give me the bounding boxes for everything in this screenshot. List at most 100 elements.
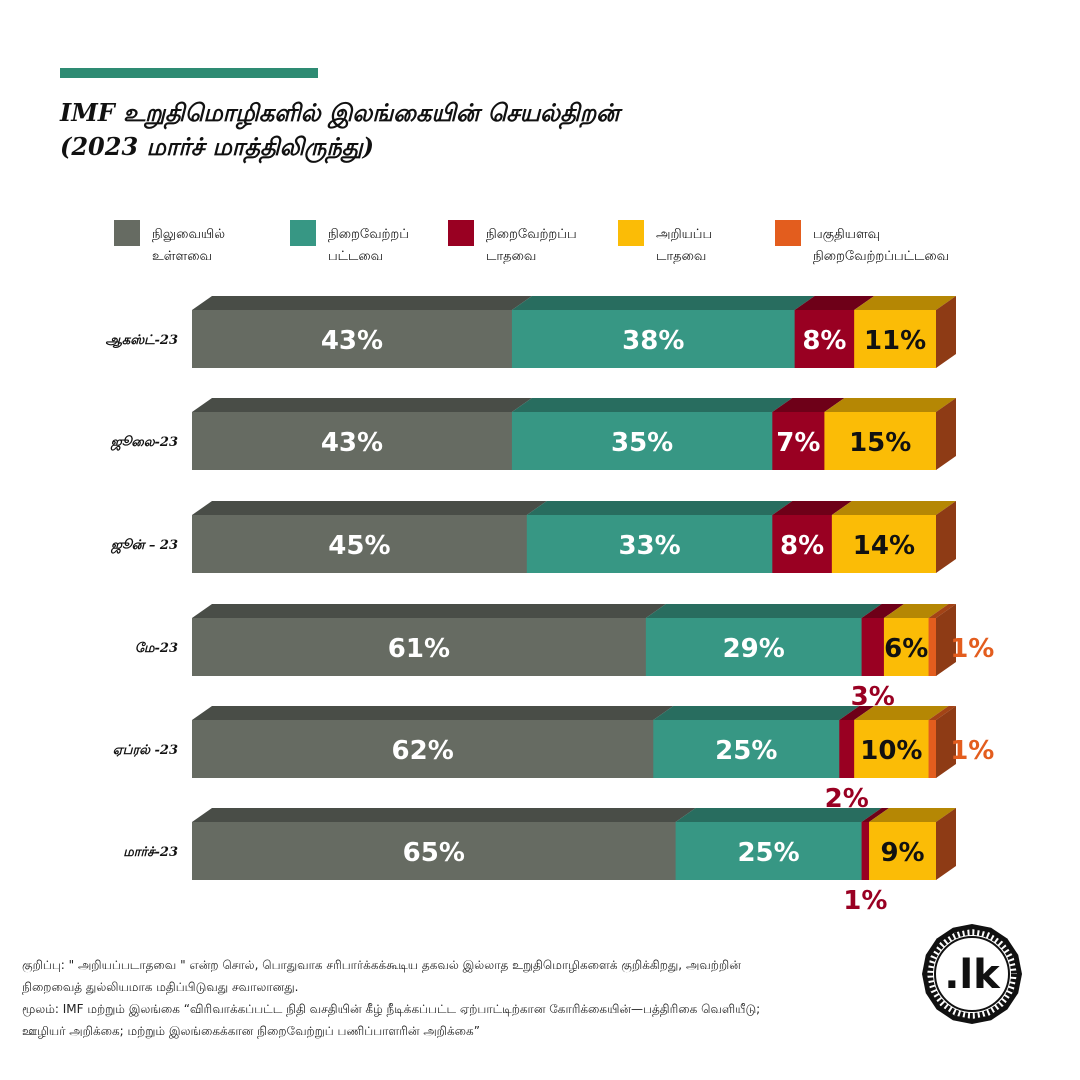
bar-side [936,296,956,368]
logo-text: .lk [944,952,1001,998]
legend-label-unfulfilled: நிறைவேற்றப்ப [486,227,577,242]
logo-pattern [927,929,1017,1019]
bar-row: மார்ச்-23 65% 25% 1% 9% [123,808,956,916]
bar-top-fulfilled [526,501,793,515]
bar-top-fulfilled [653,706,860,720]
value-label-fulfilled: 38% [622,326,684,356]
value-label-pending: 61% [388,634,450,664]
bar-top-pending [192,501,547,515]
legend-item-partial: பகுதியளவு நிறைவேற்றப்பட்டவை [775,220,949,264]
logo-inner [934,936,1010,1012]
value-label-unknown: 10% [860,736,922,766]
footer-source: மூலம்: IMF மற்றும் இலங்கை “விரிவாக்கப்பட… [22,1002,761,1038]
value-label-pending: 62% [392,736,454,766]
value-label-partial: 1% [950,736,994,766]
lk-logo: .lk [922,924,1022,1024]
bar-segment-pending [192,822,677,880]
bar-segment-partial [928,618,937,676]
bar-segment-pending [192,310,513,368]
bar-segment-unknown [869,822,937,880]
bar-top-unknown [854,706,949,720]
bar-segment-unknown [883,618,930,676]
category-label: மார்ச்-23 [123,845,178,860]
legend-label-unfulfilled: டாதவை [486,249,536,264]
bar-top-fulfilled [645,604,882,618]
bar-segment-unknown [854,720,930,778]
legend-swatch-partial [775,220,801,246]
value-label-partial: 1% [950,634,994,664]
bar-top-pending [192,604,666,618]
value-label-unknown: 6% [884,634,928,664]
bar-top-pending [192,706,674,720]
category-label: ஜூன் – 23 [110,538,178,554]
legend-label-pending: நிலுவையில் [152,227,225,242]
footer-note: குறிப்பு: " அறியப்படாதவை " என்ற சொல், பொ… [22,958,741,994]
legend-swatch-unknown [618,220,644,246]
bar-side [936,398,956,470]
value-label-unfulfilled: 7% [776,428,820,458]
value-label-unfulfilled: 8% [780,531,824,561]
legend-label-unknown: டாதவை [656,249,706,264]
bar-top-unknown [883,604,949,618]
category-label: ஆகஸ்ட்-23 [105,333,178,349]
legend-swatch-unfulfilled [448,220,474,246]
legend-label-fulfilled: பட்டவை [328,249,383,264]
legend-item-fulfilled: நிறைவேற்றப் பட்டவை [290,220,409,264]
value-label-fulfilled: 25% [737,838,799,868]
value-label-unfulfilled: 8% [802,326,846,356]
bar-segment-unfulfilled [839,720,855,778]
bar-segment-fulfilled [645,618,863,676]
bar-top-fulfilled [675,808,882,822]
bar-top-unknown [869,808,956,822]
legend-label-unknown: அறியப்ப [656,227,712,242]
value-label-pending: 65% [403,838,465,868]
legend-swatch-fulfilled [290,220,316,246]
bar-top-unfulfilled [861,604,904,618]
value-label-fulfilled: 29% [723,634,785,664]
legend-swatch-pending [114,220,140,246]
legend-item-pending: நிலுவையில் உள்ளவை [114,220,225,264]
value-label-unknown: 15% [849,428,911,458]
bar-segment-unknown [824,412,937,470]
bar-top-unfulfilled [839,706,875,720]
bar-segment-partial [928,720,937,778]
bar-segment-fulfilled [511,412,773,470]
bar-top-partial [928,706,956,720]
bar-top-unknown [824,398,956,412]
bar-segment-unfulfilled [794,310,855,368]
bar-row: ஆகஸ்ட்-23 43% 38% 8% 11% [105,296,956,368]
category-label: ஏப்ரல் -23 [113,743,178,758]
value-label-fulfilled: 25% [715,736,777,766]
value-label-unknown: 9% [880,838,924,868]
category-label: மே-23 [135,641,178,656]
legend-label-pending: உள்ளவை [152,249,212,264]
bar-top-pending [192,296,532,310]
value-label-pending: 45% [328,531,390,561]
legend-item-unknown: அறியப்ப டாதவை [618,220,712,264]
bar-segment-unfulfilled [861,618,885,676]
bar-segment-pending [192,515,528,573]
bar-segment-unknown [854,310,937,368]
bar-segment-fulfilled [511,310,796,368]
bar-segment-fulfilled [675,822,863,880]
legend-label-fulfilled: நிறைவேற்றப் [328,227,409,242]
value-label-unknown: 11% [864,326,926,356]
bar-top-pending [192,808,696,822]
bar-top-unknown [854,296,956,310]
bar-side [936,604,956,676]
bar-top-fulfilled [511,296,815,310]
title-line-1: IMF உறுதிமொழிகளில் இலங்கையின் செயல்திறன் [60,98,620,127]
title-line-2: (2023 மார்ச் மாத்திலிருந்து) [60,132,374,161]
value-label-unfulfilled: 1% [843,886,887,916]
bar-side [936,808,956,880]
value-label-unknown: 14% [853,531,915,561]
legend-label-partial: பகுதியளவு [813,227,880,242]
legend-label-partial: நிறைவேற்றப்பட்டவை [813,249,949,264]
bar-top-unknown [831,501,956,515]
bar-segment-pending [192,720,654,778]
chart-title: IMF உறுதிமொழிகளில் இலங்கையின் செயல்திறன்… [60,96,960,164]
bar-top-pending [192,398,532,412]
bar-segment-unfulfilled [772,412,825,470]
bar-top-unfulfilled [861,808,890,822]
bar-top-fulfilled [511,398,793,412]
